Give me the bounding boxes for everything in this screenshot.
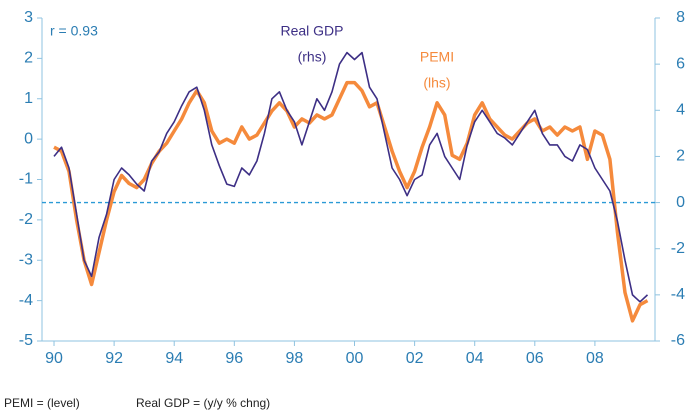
y-tick-label: 3 — [24, 9, 33, 26]
y2-tick-label: 4 — [676, 102, 685, 119]
pemi-axis-note: (lhs) — [423, 75, 450, 91]
gdp-label: Real GDP — [280, 23, 343, 39]
y-tick-label: -5 — [19, 332, 33, 349]
pemi-label: PEMI — [420, 49, 454, 65]
y2-tick-label: 6 — [676, 55, 685, 72]
correlation-note: r = 0.93 — [50, 23, 98, 39]
series-line — [53, 51, 649, 303]
y-tick-label: 0 — [24, 130, 33, 147]
x-tick-label: 02 — [406, 350, 424, 367]
y2-tick-label: -4 — [671, 286, 685, 303]
x-tick-label: 06 — [526, 350, 544, 367]
series-line — [53, 80, 649, 323]
y2-tick-label: 2 — [676, 148, 685, 165]
y-tick-label: -3 — [19, 251, 33, 268]
x-tick-label: 90 — [45, 350, 63, 367]
y2-tick-label: -2 — [671, 240, 685, 257]
y-tick-label: -4 — [19, 292, 33, 309]
y2-tick-label: 8 — [676, 9, 685, 26]
footnote: Real GDP = (y/y % chng) — [136, 396, 270, 410]
x-tick-label: 08 — [586, 350, 604, 367]
y2-tick-label: -6 — [671, 332, 685, 349]
y-tick-label: -2 — [19, 211, 33, 228]
footnote: PEMI = (level) — [4, 396, 80, 410]
y2-tick-label: 0 — [676, 194, 685, 211]
y-tick-label: 2 — [24, 50, 33, 67]
x-tick-label: 94 — [165, 350, 183, 367]
x-tick-label: 98 — [286, 350, 304, 367]
gdp-axis-note: (rhs) — [298, 49, 327, 65]
y-tick-label: -1 — [19, 171, 33, 188]
x-tick-label: 92 — [105, 350, 123, 367]
x-tick-label: 96 — [225, 350, 243, 367]
y-tick-label: 1 — [24, 90, 33, 107]
x-tick-label: 00 — [346, 350, 364, 367]
x-tick-label: 04 — [466, 350, 484, 367]
